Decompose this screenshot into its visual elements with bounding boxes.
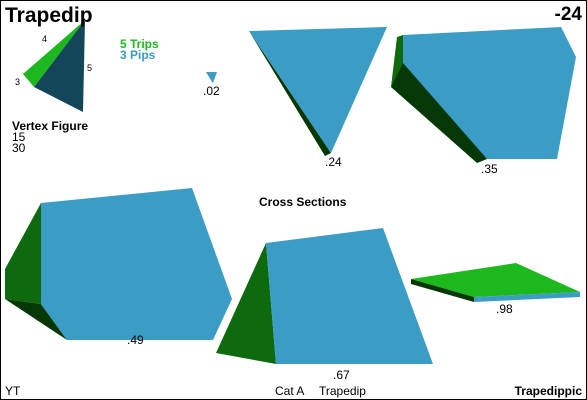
vertex-figure-navy-face: [34, 20, 85, 112]
cross-section-02: [206, 72, 217, 83]
legend-trips: 5 Trips: [120, 37, 159, 51]
slice-label-98: .98: [496, 302, 513, 316]
footer-author: YT: [5, 384, 21, 398]
cross-section-24: [249, 27, 387, 156]
vertex-figure-side-label-left: 3: [15, 77, 21, 87]
slice-49-blue-face: [41, 188, 232, 340]
cross-sections-title: Cross Sections: [259, 195, 347, 209]
slice-label-24: .24: [325, 155, 342, 169]
vertex-figure-number-1: 15: [12, 130, 26, 144]
cross-section-98: [411, 263, 580, 302]
slice-49-dark-face: [5, 299, 67, 340]
vertex-figure-diagram: [23, 20, 85, 112]
slice-98-dark-edge: [411, 279, 474, 302]
cross-section-35: [391, 27, 576, 163]
cross-section-49: [5, 188, 232, 340]
slice-label-02: .02: [203, 84, 220, 98]
polytope-code: -24: [554, 4, 582, 25]
legend-pips: 3 Pips: [120, 48, 156, 62]
slice-label-35: .35: [481, 162, 498, 176]
footer-name: Trapedip: [319, 384, 366, 398]
vertex-figure-label: Vertex Figure: [12, 119, 89, 133]
footer-image-name: Trapedippic: [514, 384, 582, 398]
slice-35-green-face: [391, 35, 403, 87]
slice-67-green-face: [216, 243, 276, 364]
vertex-figure-green-face: [23, 20, 85, 87]
page-title: Trapedip: [5, 4, 93, 27]
slice-98-green-top: [411, 263, 580, 297]
slice-24-blue-face: [249, 27, 387, 153]
slice-24-dark-face: [249, 31, 331, 156]
vertex-figure-number-2: 30: [12, 141, 26, 155]
footer-category: Cat A: [275, 384, 305, 398]
vertex-figure-side-label-right: 5: [87, 63, 93, 73]
slice-67-blue-face: [266, 228, 433, 364]
slice-49-green-face: [5, 203, 41, 304]
slice-35-blue-face: [403, 27, 576, 159]
slice-label-49: .49: [127, 333, 144, 347]
vertex-figure-side-label-top: 4: [42, 34, 48, 44]
cross-section-67: [216, 228, 433, 364]
slice-label-67: .67: [333, 368, 350, 382]
slice-02-blue-face: [206, 72, 217, 83]
slice-98-blue-edge: [474, 292, 580, 302]
